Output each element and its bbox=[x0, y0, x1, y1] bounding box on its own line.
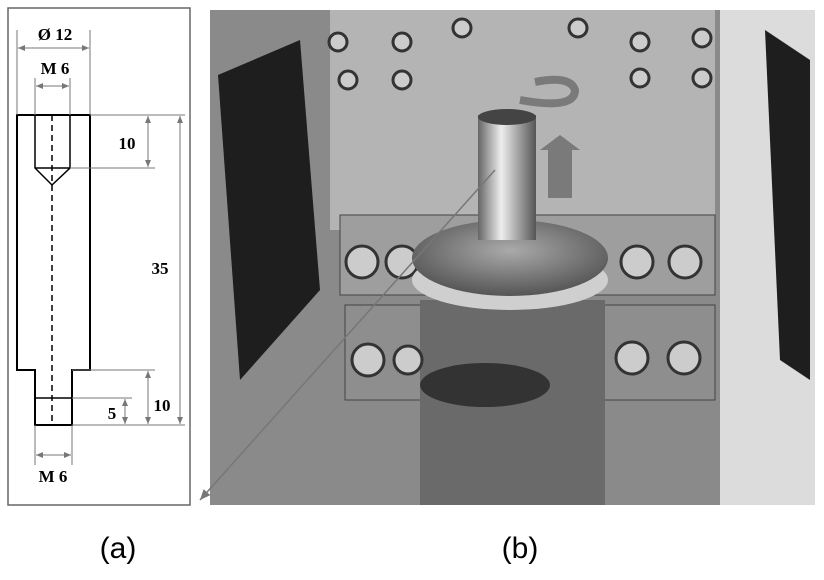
panel-label: (b) bbox=[502, 532, 539, 565]
thread-label: M 6 bbox=[39, 467, 68, 486]
specimen-rod bbox=[478, 115, 536, 240]
length-label: 10 bbox=[154, 396, 171, 415]
rod-top bbox=[478, 109, 536, 125]
length-label: 35 bbox=[152, 259, 169, 278]
figure: Ø 12 M 6 10 35 10 5 M 6 (a) (b) bbox=[0, 0, 824, 575]
page: Ø 12 M 6 10 35 10 5 M 6 (a) (b) (() => {… bbox=[0, 0, 824, 580]
panel-label: (a) bbox=[100, 532, 137, 565]
panel-a: Ø 12 M 6 10 35 10 5 M 6 bbox=[8, 8, 190, 505]
slot bbox=[420, 363, 550, 407]
diameter-label: Ø 12 bbox=[38, 25, 72, 44]
thread-label: M 6 bbox=[41, 59, 70, 78]
depth-label: 5 bbox=[108, 404, 117, 423]
panel-b-photo bbox=[200, 10, 815, 505]
depth-label: 10 bbox=[119, 134, 136, 153]
